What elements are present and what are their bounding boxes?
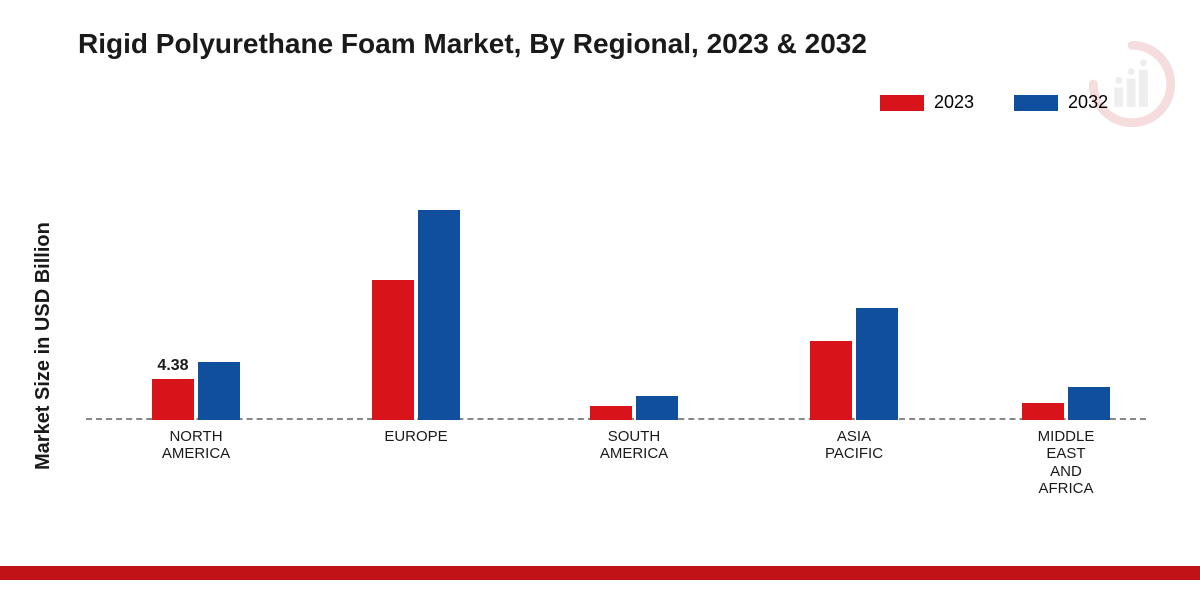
- bar-2032-eu: [418, 210, 460, 420]
- bar-2023-eu: [372, 280, 414, 420]
- bar-2023-sa: [590, 406, 632, 420]
- footer-white-bar: [0, 580, 1200, 600]
- chart-title: Rigid Polyurethane Foam Market, By Regio…: [78, 28, 867, 60]
- bar-2023-na: [152, 379, 194, 420]
- bar-2032-mea: [1068, 387, 1110, 420]
- brand-logo: [1088, 40, 1176, 128]
- bar-value-2023-na: 4.38: [142, 357, 204, 375]
- plot-area: 4.38: [86, 140, 1146, 420]
- x-label-sa: SOUTH AMERICA: [574, 428, 694, 463]
- legend: 2023 2032: [880, 92, 1108, 113]
- x-label-eu: EUROPE: [356, 428, 476, 445]
- x-label-na: NORTH AMERICA: [136, 428, 256, 463]
- legend-label-2023: 2023: [934, 92, 974, 113]
- legend-swatch-2032: [1014, 95, 1058, 111]
- bar-2032-na: [198, 362, 240, 420]
- bar-2023-ap: [810, 341, 852, 420]
- x-label-mea: MIDDLE EAST AND AFRICA: [1006, 428, 1126, 497]
- footer-red-bar: [0, 566, 1200, 580]
- legend-swatch-2023: [880, 95, 924, 111]
- legend-item-2032: 2032: [1014, 92, 1108, 113]
- y-axis-label: Market Size in USD Billion: [32, 222, 55, 470]
- legend-label-2032: 2032: [1068, 92, 1108, 113]
- legend-item-2023: 2023: [880, 92, 974, 113]
- bar-2032-ap: [856, 308, 898, 420]
- bar-2023-mea: [1022, 403, 1064, 420]
- bar-2032-sa: [636, 396, 678, 420]
- x-label-ap: ASIA PACIFIC: [794, 428, 914, 463]
